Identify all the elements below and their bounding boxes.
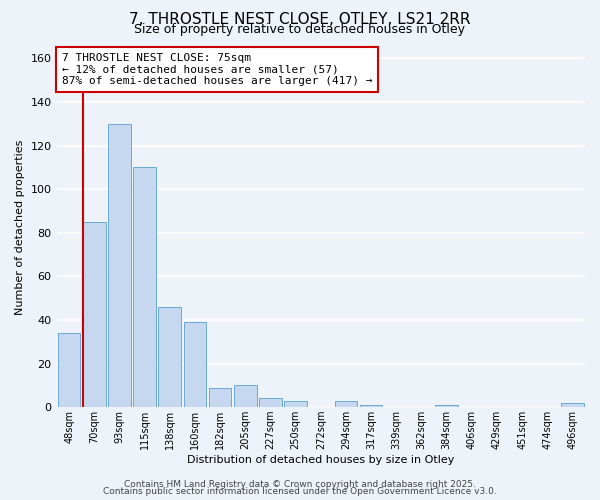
- Bar: [184, 322, 206, 407]
- Bar: [133, 168, 156, 407]
- Bar: [58, 333, 80, 407]
- Bar: [108, 124, 131, 407]
- Bar: [259, 398, 282, 407]
- Text: 7 THROSTLE NEST CLOSE: 75sqm
← 12% of detached houses are smaller (57)
87% of se: 7 THROSTLE NEST CLOSE: 75sqm ← 12% of de…: [62, 53, 373, 86]
- Bar: [209, 388, 232, 407]
- Bar: [561, 403, 584, 407]
- Bar: [83, 222, 106, 407]
- Bar: [435, 405, 458, 407]
- Bar: [284, 400, 307, 407]
- Text: Contains HM Land Registry data © Crown copyright and database right 2025.: Contains HM Land Registry data © Crown c…: [124, 480, 476, 489]
- Bar: [335, 400, 357, 407]
- Text: Contains public sector information licensed under the Open Government Licence v3: Contains public sector information licen…: [103, 487, 497, 496]
- Y-axis label: Number of detached properties: Number of detached properties: [15, 140, 25, 315]
- X-axis label: Distribution of detached houses by size in Otley: Distribution of detached houses by size …: [187, 455, 454, 465]
- Bar: [360, 405, 382, 407]
- Bar: [234, 386, 257, 407]
- Text: Size of property relative to detached houses in Otley: Size of property relative to detached ho…: [134, 22, 466, 36]
- Text: 7, THROSTLE NEST CLOSE, OTLEY, LS21 2RR: 7, THROSTLE NEST CLOSE, OTLEY, LS21 2RR: [129, 12, 471, 28]
- Bar: [158, 307, 181, 407]
